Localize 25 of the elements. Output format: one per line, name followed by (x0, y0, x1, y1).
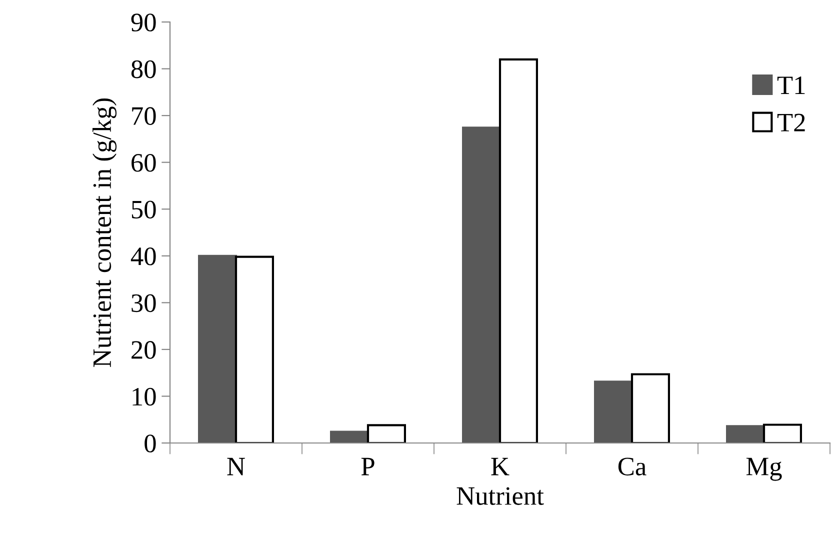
legend-label: T2 (777, 114, 805, 132)
y-tick-label: 60 (132, 154, 156, 172)
y-tick-label: 10 (132, 388, 156, 406)
y-tick-label: 0 (144, 434, 156, 452)
y-tick-label: 80 (131, 60, 156, 78)
bar (630, 373, 670, 443)
x-tick-label: N (227, 458, 245, 476)
y-tick-label: 70 (132, 107, 156, 125)
y-tick-label: 40 (130, 247, 156, 266)
y-tick-label: 90 (131, 14, 156, 32)
bar (762, 424, 802, 443)
bar (498, 58, 538, 443)
x-tick-label: K (491, 458, 510, 476)
y-tick-label: 30 (132, 294, 156, 312)
y-tick-label: 20 (132, 341, 156, 359)
bar (366, 424, 406, 443)
x-tick-label: P (361, 458, 374, 476)
y-tick-label: 50 (132, 200, 156, 219)
x-axis-title: Nutrient (456, 487, 544, 505)
x-tick-label: Mg (746, 458, 782, 481)
bar (234, 256, 274, 443)
bar (198, 254, 238, 443)
y-axis-title: Nutrient content in (g/kg) (92, 98, 117, 367)
legend-label: T1 (777, 76, 805, 94)
x-tick-label: Ca (618, 458, 646, 476)
